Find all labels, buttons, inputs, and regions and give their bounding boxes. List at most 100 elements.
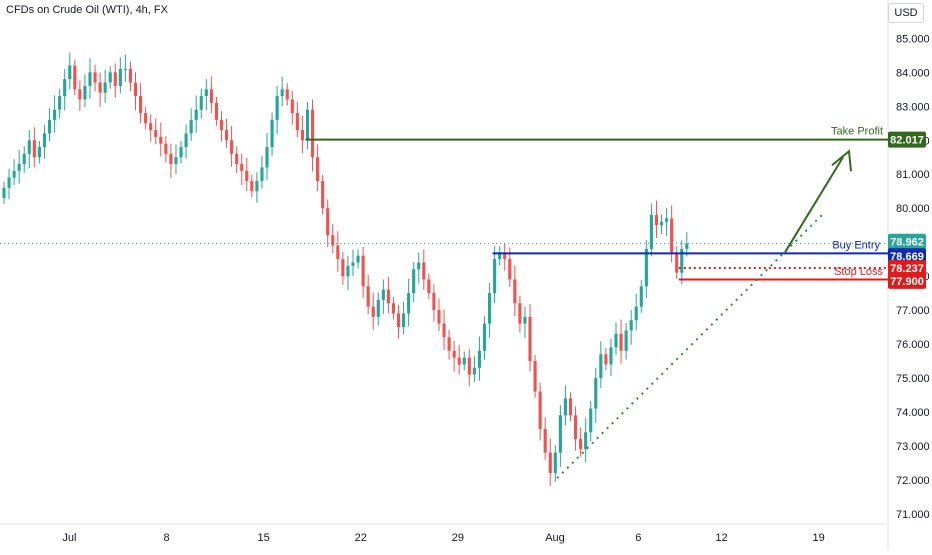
candle-body <box>316 157 320 182</box>
candle-body <box>270 119 274 148</box>
candle-body <box>169 153 173 165</box>
candle-body <box>47 119 52 134</box>
candle-body <box>27 140 31 154</box>
current-price-tag-bg <box>888 233 926 250</box>
candle-body <box>503 252 507 260</box>
candle-body <box>2 187 6 198</box>
candle-body <box>224 130 229 141</box>
candle-body <box>675 252 679 273</box>
candle-body <box>518 303 522 324</box>
candle-body <box>189 119 193 134</box>
candle-body <box>204 89 208 97</box>
candle-body <box>402 313 406 328</box>
currency-button[interactable]: USD <box>888 3 924 23</box>
candle-body <box>295 113 299 131</box>
candle-body <box>331 235 335 246</box>
candle-body <box>300 130 304 141</box>
candle-body <box>83 85 87 100</box>
candle-body <box>376 299 380 317</box>
candle-body <box>407 293 411 314</box>
candle-body <box>149 123 153 131</box>
candle-body <box>477 350 482 368</box>
candle-body <box>22 153 26 165</box>
x-tick-label: 8 <box>163 532 169 544</box>
candle-body <box>123 68 127 70</box>
candle-body <box>336 245 340 260</box>
candle-body <box>17 164 21 171</box>
x-tick-label: 15 <box>258 532 270 544</box>
candle-body <box>589 408 593 433</box>
y-tick-label: 80.000 <box>896 203 930 215</box>
candles-layer <box>2 52 689 486</box>
candle-body <box>366 286 370 307</box>
candle-body <box>371 306 375 317</box>
candle-body <box>164 143 168 154</box>
candle-body <box>179 147 183 158</box>
candle-body <box>381 289 385 300</box>
candle-body <box>255 181 259 192</box>
candle-body <box>634 306 638 321</box>
y-tick-label: 74.000 <box>896 407 930 419</box>
candle-body <box>457 357 461 365</box>
candle-body <box>685 243 689 249</box>
candle-body <box>422 262 426 280</box>
candle-body <box>665 218 669 222</box>
candle-body <box>427 279 431 294</box>
candle-body <box>138 96 143 114</box>
y-tick-label: 84.000 <box>896 67 930 79</box>
candle-body <box>639 286 643 307</box>
candle-body <box>113 72 117 86</box>
candle-body <box>568 398 573 416</box>
candle-body <box>37 147 41 158</box>
candle-body <box>88 72 92 86</box>
candle-body <box>543 428 547 453</box>
x-tick-label: 12 <box>715 532 727 544</box>
candle-body <box>103 82 107 93</box>
stop-loss-price-tag-bg <box>888 272 926 289</box>
candle-body <box>154 130 158 137</box>
stop-loss-label: Stop Loss <box>834 266 883 278</box>
candle-body <box>417 262 421 270</box>
candle-body <box>194 109 198 120</box>
candle-body <box>599 354 603 378</box>
candle-body <box>467 357 471 375</box>
candle-body <box>351 262 355 266</box>
candle-body <box>12 170 16 178</box>
candle-body <box>326 208 330 236</box>
candle-body <box>447 337 451 351</box>
candle-body <box>260 167 264 182</box>
candle-body <box>487 293 492 324</box>
candle-body <box>659 221 664 226</box>
candle-body <box>230 140 234 154</box>
candle-body <box>321 181 325 209</box>
y-tick-label: 77.000 <box>896 305 930 317</box>
candle-body <box>442 323 446 338</box>
candle-body <box>346 265 350 277</box>
candle-body <box>523 316 527 324</box>
candle-body <box>73 65 77 90</box>
levels-layer: Take Profit Buy Entry Stop Loss <box>0 126 888 479</box>
candle-body <box>619 333 623 351</box>
symbol-title: CFDs on Crude Oil (WTI), 4h, FX <box>6 4 168 16</box>
candle-body <box>275 96 279 120</box>
stop-loss-price-tag: 77.900 <box>890 276 924 288</box>
candle-body <box>548 452 552 474</box>
candle-body <box>63 79 67 97</box>
candle-body <box>53 109 57 120</box>
take-profit-price-tag-bg <box>888 131 926 148</box>
candle-body <box>42 133 47 148</box>
buy-entry-label: Buy Entry <box>832 239 880 251</box>
candle-body <box>391 303 396 314</box>
take-profit-label: Take Profit <box>831 126 883 138</box>
take-profit-price-tag: 82.017 <box>890 135 924 147</box>
candle-body <box>199 96 203 110</box>
x-tick-label: Aug <box>545 532 565 544</box>
candle-body <box>209 89 213 103</box>
candle-body <box>386 289 390 304</box>
candle-body <box>32 140 36 158</box>
candle-body <box>654 214 659 226</box>
candle-body <box>219 119 224 131</box>
candle-body <box>594 377 598 409</box>
